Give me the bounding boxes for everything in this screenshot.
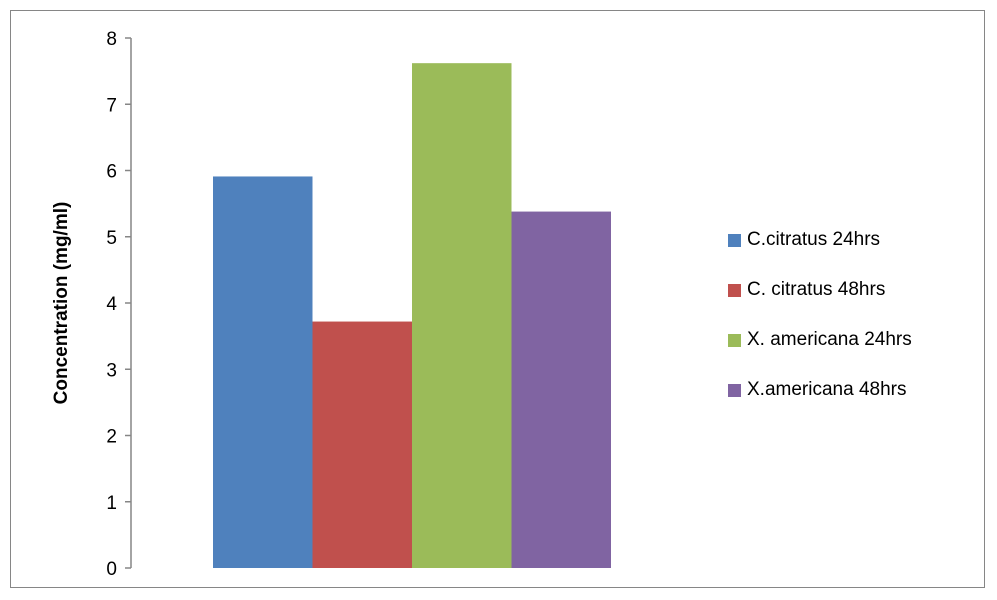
legend-swatch [728,283,741,297]
legend: C.citratus 24hrs C. citratus 48hrs X. amer… [728,215,912,415]
chart-border [10,10,985,588]
bar [312,321,412,568]
y-axis-label: Concentration (mg/ml) [51,202,72,405]
legend-label: C.citratus 24hrs [747,229,881,250]
y-tick-label: 7 [106,95,117,116]
legend-label: X. americana 24hrs [747,329,912,350]
legend-swatch [728,383,741,397]
legend-swatch [728,333,741,347]
y-tick-label: 8 [106,29,117,50]
y-tick-label: 4 [106,294,117,315]
bar [412,63,512,569]
y-tick-label: 0 [106,559,117,580]
y-tick-label: 5 [106,228,117,249]
legend-item: X. americana 24hrs [728,315,912,365]
legend-item: C. citratus 48hrs [728,265,912,315]
legend-swatch [728,233,741,247]
y-tick-label: 6 [106,162,117,183]
legend-item: C.citratus 24hrs [728,215,912,265]
legend-label: X.americana 48hrs [747,379,907,400]
bar [213,176,313,568]
y-tick-label: 1 [106,493,117,514]
y-tick-label: 3 [106,360,117,381]
bar [511,211,611,568]
legend-item: X.americana 48hrs [728,365,912,415]
y-tick-label: 2 [106,427,117,448]
legend-label: C. citratus 48hrs [747,279,886,300]
